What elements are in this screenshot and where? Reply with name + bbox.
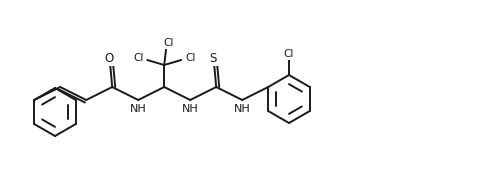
Text: NH: NH	[234, 104, 250, 114]
Text: Cl: Cl	[163, 38, 173, 48]
Text: Cl: Cl	[185, 53, 196, 63]
Text: S: S	[210, 53, 217, 65]
Text: NH: NH	[130, 104, 146, 114]
Text: O: O	[104, 53, 114, 65]
Text: NH: NH	[182, 104, 198, 114]
Text: Cl: Cl	[133, 53, 143, 63]
Text: Cl: Cl	[284, 49, 294, 59]
